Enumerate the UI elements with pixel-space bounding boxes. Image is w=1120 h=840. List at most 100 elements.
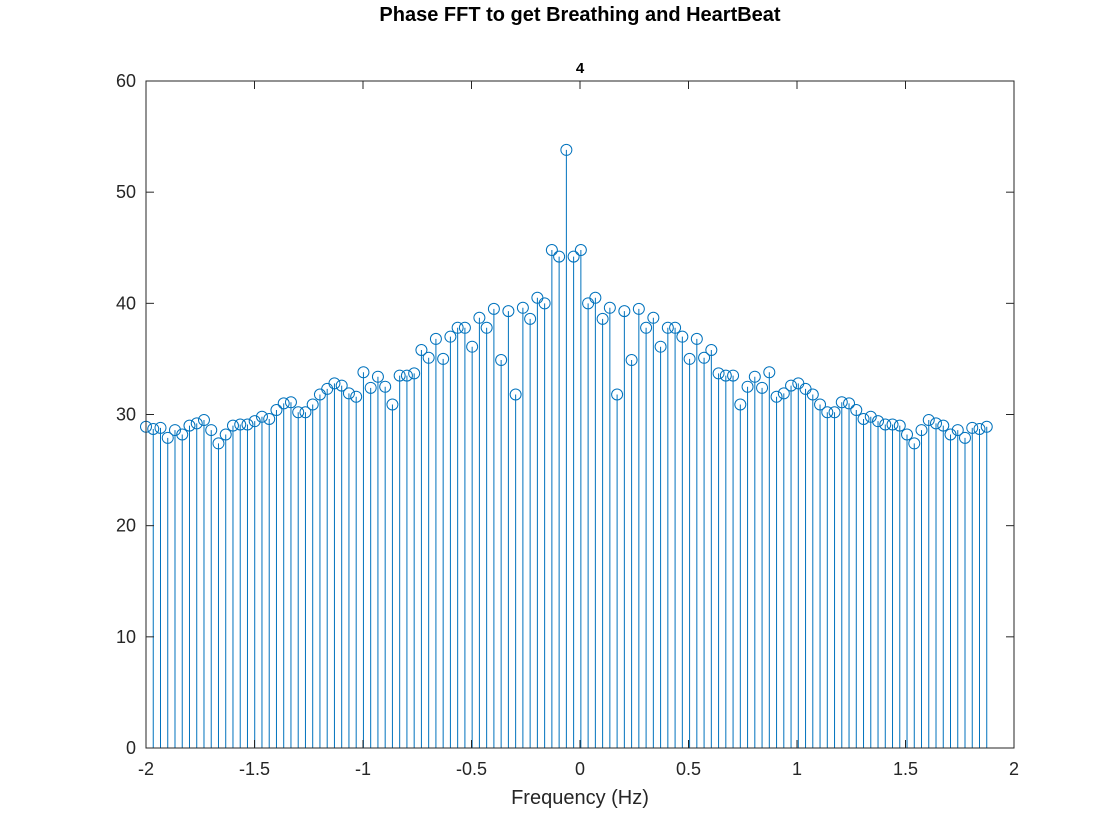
stem-marker <box>487 302 500 315</box>
stem-marker <box>589 291 602 304</box>
stem-marker <box>306 398 319 411</box>
y-tick-label: 30 <box>116 405 136 425</box>
stem-marker <box>654 340 667 353</box>
stem-point <box>335 379 348 748</box>
stem-point <box>205 424 218 748</box>
stem-point <box>408 367 421 748</box>
stem-point <box>596 312 609 748</box>
stem-point <box>531 291 544 748</box>
stem-marker <box>915 424 928 437</box>
stem-point <box>219 428 232 748</box>
stem-marker <box>843 397 856 410</box>
stem-point <box>379 380 392 748</box>
stem-marker <box>263 412 276 425</box>
stem-marker <box>502 305 515 318</box>
stem-marker <box>937 419 950 432</box>
x-tick-label: 0 <box>575 759 585 779</box>
stem-marker <box>516 301 529 314</box>
stem-marker <box>328 377 341 390</box>
stem-point <box>161 431 174 748</box>
stem-marker <box>393 369 406 382</box>
stem-marker <box>154 421 167 434</box>
stem-marker <box>705 344 718 357</box>
stem-point <box>922 414 935 748</box>
stem-marker <box>770 390 783 403</box>
stem-point <box>495 354 508 748</box>
stem-marker <box>538 297 551 310</box>
stem-point <box>821 406 834 748</box>
y-tick-labels: 0 10 20 30 40 50 60 <box>116 71 136 758</box>
y-tick-label: 20 <box>116 516 136 536</box>
subplot-title: 4 <box>576 60 585 77</box>
stem-point <box>277 397 290 748</box>
y-tick-label: 60 <box>116 71 136 91</box>
stem-marker <box>893 419 906 432</box>
stem-marker <box>161 431 174 444</box>
stem-marker <box>980 420 993 433</box>
stem-marker <box>190 417 203 430</box>
stem-point <box>879 418 892 748</box>
stem-point <box>437 352 450 748</box>
stem-point <box>901 428 914 748</box>
stem-marker <box>661 321 674 334</box>
x-tick-label: 1 <box>792 759 802 779</box>
stem-point <box>966 421 979 748</box>
stem-marker <box>480 321 493 334</box>
x-tick-label: -0.5 <box>456 759 487 779</box>
stem-marker <box>596 312 609 325</box>
stem-marker <box>371 370 384 383</box>
stem-marker <box>241 418 254 431</box>
stem-marker <box>814 398 827 411</box>
stem-marker <box>647 311 660 324</box>
stem-marker <box>835 396 848 409</box>
stem-point <box>393 369 406 748</box>
stem-point <box>212 437 225 748</box>
stem-point <box>328 377 341 748</box>
stem-point <box>625 354 638 748</box>
x-tick-label: -2 <box>138 759 154 779</box>
stem-point <box>422 351 435 748</box>
stem-point <box>502 305 515 748</box>
stem-point <box>959 431 972 748</box>
stem-marker <box>226 419 239 432</box>
stem-point <box>930 417 943 748</box>
stem-point <box>263 412 276 748</box>
stem-marker <box>748 370 761 383</box>
stem-point <box>756 381 769 748</box>
stem-point <box>705 344 718 748</box>
stem-point <box>357 366 370 748</box>
stem-marker <box>422 351 435 364</box>
stem-point <box>589 291 602 748</box>
stem-marker <box>857 412 870 425</box>
stem-point <box>683 352 696 748</box>
stem-point <box>603 301 616 748</box>
x-tick-label: 0.5 <box>676 759 701 779</box>
stem-point <box>640 321 653 748</box>
stem-marker <box>719 369 732 382</box>
stem-marker <box>574 243 587 256</box>
stem-marker <box>872 415 885 428</box>
stem-point <box>727 369 740 748</box>
stem-point <box>611 388 624 748</box>
stem-point <box>843 397 856 748</box>
stem-marker <box>284 396 297 409</box>
stem-marker <box>183 419 196 432</box>
stem-marker <box>690 332 703 345</box>
stem-marker <box>473 311 486 324</box>
y-tick-label: 50 <box>116 182 136 202</box>
stem-point <box>698 351 711 748</box>
stem-point <box>763 366 776 748</box>
stem-point <box>451 321 464 748</box>
stem-marker <box>828 406 841 419</box>
stem-marker <box>168 424 181 437</box>
stem-point <box>719 369 732 748</box>
stem-point <box>661 321 674 748</box>
stem-point <box>951 424 964 748</box>
stem-point <box>915 424 928 748</box>
stem-marker <box>408 367 421 380</box>
stem-point <box>292 406 305 748</box>
stem-point <box>371 370 384 748</box>
stem-marker <box>234 418 247 431</box>
stem-marker <box>458 321 471 334</box>
stem-marker <box>756 381 769 394</box>
